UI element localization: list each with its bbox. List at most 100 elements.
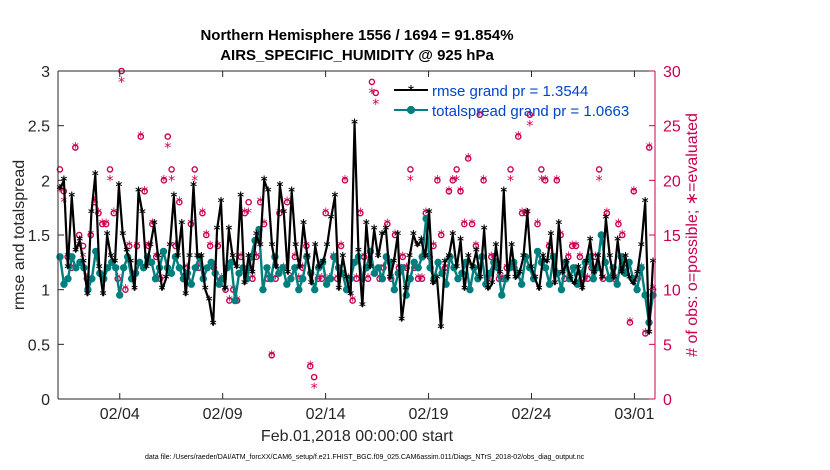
rmse-point: * [414,240,421,255]
obs-possible-marker [399,253,407,261]
obs-possible-marker [534,220,541,228]
totalspread-point [72,264,80,272]
rmse-point: * [642,196,649,211]
rmse-point: * [567,273,574,288]
obs-evaluated-marker: * [603,206,610,222]
totalspread-point [374,264,383,272]
obs-possible-marker [384,220,391,228]
y-axis-label: rmse and totalspread [11,160,28,310]
rmse-point: * [508,240,515,255]
rmse-point: * [485,284,492,299]
rmse-point: * [457,234,464,249]
series-lines: ****************************************… [56,117,657,342]
rmse-point: * [304,251,311,266]
rmse-point: * [225,224,232,239]
rmse-point: * [143,262,150,277]
rmse-point: * [88,207,95,222]
rmse-point: * [182,289,189,304]
obs-possible-marker [310,373,318,381]
rmse-point: * [328,213,335,228]
obs-evaluated-marker: * [422,206,429,222]
totalspread-point [231,296,239,305]
rmse-point: * [626,273,633,288]
obs-possible-marker [372,89,380,97]
rmse-point: * [630,278,637,293]
obs-evaluated-marker: * [299,261,306,277]
obs-evaluated-marker: * [592,250,599,266]
obs-evaluated-marker: * [164,141,171,157]
rmse-point: * [390,256,397,271]
totalspread-point [207,258,215,267]
rmse-point: * [57,183,64,198]
rmse-point: * [131,284,138,299]
x-tick-label: 02/14 [306,406,346,423]
obs-possible-marker [191,166,199,173]
rmse-point: * [296,262,303,277]
obs-possible-marker [626,319,634,326]
totalspread-point [545,280,554,288]
obs-evaluated-marker: * [76,239,83,255]
totalspread-point [151,275,160,283]
obs-evaluated-marker: * [176,195,183,211]
rmse-point: * [422,251,429,266]
obs-evaluated-marker: * [372,97,379,113]
obs-possible-marker [199,209,206,217]
obs-possible-marker [349,297,356,304]
rmse-point: * [430,278,437,293]
rmse-point: * [595,251,602,266]
obs-evaluated-marker: * [261,217,268,233]
rmse-point: * [493,240,500,255]
obs-evaluated-marker: * [60,195,67,211]
obs-possible-marker [176,198,183,206]
rmse-point: * [80,256,87,271]
rmse-point: * [335,284,342,299]
obs-evaluated-marker: * [415,272,422,288]
totalspread-point [263,264,271,272]
totalspread-point [311,285,319,294]
obs-evaluated-marker: * [318,272,325,288]
totalspread-point [275,269,283,277]
rmse-point: * [210,319,217,334]
obs-evaluated-marker: * [469,217,476,233]
rmse-point: * [453,262,460,277]
rmse-point: * [587,234,594,249]
obs-evaluated-marker: * [191,173,198,189]
rmse-point: * [650,256,657,271]
obs-evaluated-marker: * [284,195,291,211]
obs-evaluated-marker: * [160,173,167,189]
obs-evaluated-marker: * [241,206,248,222]
obs-possible-marker [630,187,638,195]
rmse-point: * [359,300,366,315]
y2-axis-label: # of obs: o=possible; ∗=evaluated [684,113,701,357]
totalspread-point [378,275,387,283]
totalspread-point [259,285,267,294]
rmse-point: * [115,180,122,195]
y-tick-label: 1 [41,283,50,300]
obs-possible-marker [618,231,626,239]
rmse-point: * [438,322,445,337]
legend-spread-marker [406,105,416,115]
obs-possible-marker [102,220,110,228]
obs-evaluated-marker: * [56,184,63,200]
x-tick-label: 02/24 [511,406,551,423]
obs-evaluated-marker: * [168,173,175,189]
obs-possible-marker [407,166,414,173]
totalspread-point [299,275,307,283]
obs-possible-marker [368,78,376,86]
rmse-point: * [383,224,390,239]
totalspread-point [454,275,462,283]
obs-possible-marker [306,362,314,370]
rmse-point: * [599,273,606,288]
rmse-point: * [614,234,621,249]
obs-evaluated-marker: * [141,184,148,200]
plot-area [58,71,655,399]
totalspread-point [498,291,506,299]
obs-evaluated-marker: * [237,250,244,266]
totalspread-point [159,247,168,256]
obs-evaluated-marker: * [538,173,545,189]
obs-evaluated-marker: * [434,173,441,189]
totalspread-point [60,280,68,288]
obs-possible-marker [476,111,484,119]
obs-evaluated-marker: * [207,239,214,255]
rmse-line [58,122,655,335]
